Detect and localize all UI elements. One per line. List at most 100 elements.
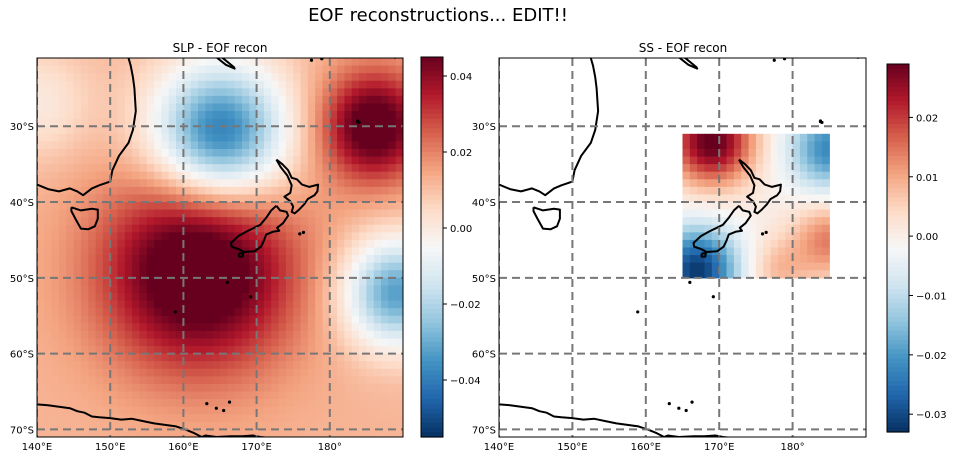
heatmap-cell (198, 141, 206, 150)
heatmap-cell (711, 156, 720, 165)
heatmap-cell (285, 346, 294, 355)
heatmap-cell (777, 239, 786, 249)
heatmap-cell (37, 383, 45, 393)
heatmap-cell (37, 353, 45, 362)
heatmap-cell (285, 73, 294, 82)
heatmap-cell (80, 292, 89, 302)
heatmap-cell (58, 338, 67, 347)
heatmap-cell (205, 80, 214, 89)
heatmap-cell (212, 186, 221, 196)
heatmap-cell (351, 330, 360, 340)
heatmap-cell (168, 368, 177, 377)
colorbar-segment (421, 118, 443, 125)
heatmap-cell (263, 429, 272, 437)
heatmap-cell (300, 224, 309, 233)
island-dot (301, 230, 306, 234)
heatmap-cell (161, 361, 170, 370)
heatmap-cell (146, 383, 155, 393)
heatmap-cell (132, 179, 141, 188)
heatmap-cell (227, 429, 236, 437)
heatmap-cell (792, 239, 801, 249)
heatmap-cell (395, 414, 403, 423)
heatmap-cell (256, 65, 265, 74)
heatmap-cell (198, 103, 206, 112)
heatmap-cell (741, 141, 750, 150)
heatmap-cell (381, 338, 389, 347)
heatmap-cell (351, 103, 360, 112)
heatmap-cell (241, 323, 250, 332)
heatmap-cell (44, 133, 53, 142)
heatmap-cell (168, 179, 177, 188)
heatmap-cell (344, 406, 353, 415)
heatmap-cell (51, 406, 60, 415)
heatmap-cell (792, 164, 801, 173)
heatmap-cell (278, 292, 287, 302)
heatmap-cell (337, 353, 346, 362)
heatmap-cell (373, 315, 382, 324)
heatmap-cell (66, 58, 75, 67)
heatmap-cell (322, 399, 331, 408)
heatmap-cell (271, 353, 280, 362)
heatmap-cell (139, 88, 148, 97)
heatmap-cell (73, 353, 82, 362)
heatmap-cell (44, 262, 53, 271)
heatmap-cell (198, 270, 206, 279)
heatmap-cell (95, 224, 104, 233)
heatmap-cell (329, 270, 338, 279)
heatmap-cell (682, 148, 691, 158)
heatmap-cell (102, 73, 111, 82)
heatmap-cell (307, 95, 316, 105)
heatmap-cell (785, 270, 794, 279)
heatmap-cell (388, 315, 397, 324)
heatmap-cell (146, 148, 155, 158)
heatmap-cell (95, 406, 104, 415)
heatmap-cell (154, 126, 163, 135)
heatmap-cell (168, 239, 177, 249)
heatmap-cell (80, 148, 89, 158)
heatmap-cell (80, 217, 89, 226)
heatmap-cell (58, 308, 67, 317)
heatmap-cell (381, 353, 389, 362)
heatmap-cell (263, 148, 272, 158)
heatmap-cell (263, 156, 272, 165)
heatmap-cell (227, 308, 236, 317)
heatmap-cell (315, 300, 324, 309)
heatmap-cell (285, 277, 294, 286)
heatmap-cell (176, 186, 184, 196)
heatmap-cell (285, 141, 294, 150)
heatmap-cell (161, 80, 170, 89)
heatmap-cell (241, 421, 250, 431)
heatmap-cell (44, 239, 53, 249)
heatmap-cell (271, 262, 280, 271)
colorbar-tick-label: −0.01 (916, 291, 947, 302)
heatmap-cell (682, 156, 691, 165)
heatmap-cell (212, 111, 221, 120)
heatmap-cell (190, 277, 199, 286)
heatmap-cell (307, 73, 316, 82)
heatmap-cell (44, 247, 53, 256)
heatmap-cell (190, 171, 199, 180)
heatmap-cell (359, 103, 367, 112)
heatmap-cell (807, 232, 816, 241)
heatmap-cell (198, 292, 206, 302)
heatmap-cell (256, 186, 265, 196)
heatmap-cell (37, 88, 45, 97)
map-area (37, 58, 403, 437)
heatmap-cell (366, 148, 375, 158)
heatmap-cell (227, 80, 236, 89)
heatmap-cell (80, 103, 89, 112)
heatmap-cell (227, 383, 236, 393)
heatmap-cell (249, 262, 258, 271)
colorbar-tick-label: 0.00 (916, 232, 938, 243)
colorbar-segment (421, 299, 443, 305)
heatmap-cell (300, 308, 309, 317)
heatmap-cell (388, 179, 397, 188)
heatmap-cell (198, 368, 206, 377)
heatmap-cell (102, 338, 111, 347)
heatmap-cell (132, 171, 141, 180)
heatmap-cell (726, 270, 735, 279)
heatmap-cell (44, 95, 53, 105)
heatmap-cell (66, 118, 75, 127)
heatmap-cell (278, 361, 287, 370)
heatmap-cell (110, 399, 119, 408)
